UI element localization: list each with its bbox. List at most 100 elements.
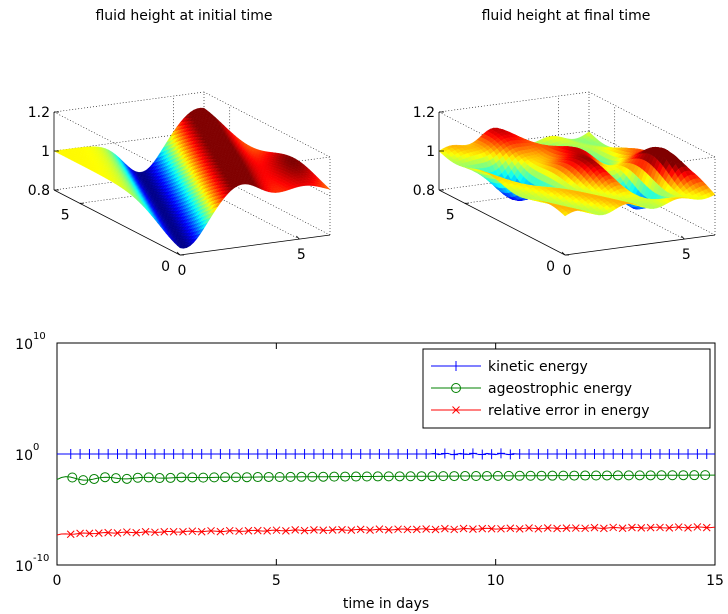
series-marker xyxy=(366,526,374,534)
legend-entry: relative error in energy xyxy=(431,403,650,419)
series-marker xyxy=(534,449,543,459)
series-marker xyxy=(338,525,346,534)
series-marker xyxy=(460,471,471,482)
series-marker xyxy=(496,448,505,459)
energy-y-tick-exponent: 10 xyxy=(33,331,46,342)
legend-entry: kinetic energy xyxy=(431,359,588,375)
series-marker xyxy=(449,471,460,482)
series-marker xyxy=(497,524,505,533)
series-marker xyxy=(515,449,524,459)
series-marker xyxy=(235,527,243,536)
series-0 xyxy=(57,448,715,460)
series-marker xyxy=(634,470,645,481)
series-marker xyxy=(580,470,591,481)
series-marker xyxy=(412,525,421,534)
series-marker xyxy=(478,524,487,533)
series-marker xyxy=(665,449,674,459)
series-marker xyxy=(329,471,340,482)
series-marker xyxy=(487,449,496,460)
series-marker xyxy=(347,526,356,534)
series-marker xyxy=(459,524,468,533)
series-marker xyxy=(122,449,131,459)
series-marker xyxy=(104,449,113,459)
series-line xyxy=(56,474,716,481)
series-marker xyxy=(143,472,154,483)
series-marker xyxy=(337,449,346,459)
series-marker xyxy=(78,475,89,486)
series-marker xyxy=(244,526,253,535)
series-marker xyxy=(85,449,94,459)
series-marker xyxy=(618,524,627,533)
energy-y-tick-label: 10 xyxy=(15,559,33,575)
series-marker xyxy=(403,449,412,459)
series-marker xyxy=(318,471,329,482)
legend-label: kinetic energy xyxy=(488,359,588,375)
series-marker xyxy=(100,472,111,483)
series-marker xyxy=(282,527,290,535)
legend-label: ageostrophic energy xyxy=(488,381,632,397)
series-marker xyxy=(628,523,636,532)
series-marker xyxy=(459,449,468,460)
series-marker xyxy=(216,449,225,459)
series-marker xyxy=(637,524,646,532)
z-tick-label: 1.2 xyxy=(28,105,50,121)
series-marker xyxy=(627,449,636,459)
series-marker xyxy=(225,526,234,535)
energy-y-tick-exponent: 0 xyxy=(33,442,39,453)
y-tick-label: 0 xyxy=(161,259,170,275)
series-marker xyxy=(693,523,702,531)
series-marker xyxy=(285,471,296,482)
series-marker xyxy=(543,524,552,532)
energy-x-tick-label: 15 xyxy=(706,573,724,589)
series-marker xyxy=(169,449,178,459)
series-marker xyxy=(702,449,711,459)
series-marker xyxy=(656,470,667,481)
series-marker xyxy=(601,470,612,481)
series-marker xyxy=(590,523,599,532)
series-1 xyxy=(56,470,716,486)
series-marker xyxy=(244,449,253,459)
series-marker xyxy=(89,473,100,484)
series-marker xyxy=(394,449,403,459)
surface-mesh xyxy=(53,107,331,249)
series-marker xyxy=(150,449,159,459)
series-marker xyxy=(506,524,515,533)
series-marker xyxy=(225,449,234,459)
series-marker xyxy=(198,472,209,483)
series-marker xyxy=(558,470,569,481)
series-marker xyxy=(230,472,241,483)
series-marker xyxy=(132,449,141,459)
series-marker xyxy=(684,524,692,532)
series-marker xyxy=(646,523,655,532)
series-marker xyxy=(405,471,416,482)
series-marker xyxy=(366,449,375,459)
series-marker xyxy=(427,471,438,482)
series-marker xyxy=(319,449,328,459)
series-marker xyxy=(431,448,440,459)
series-marker xyxy=(571,524,580,532)
series-marker xyxy=(469,525,477,534)
series-2 xyxy=(56,523,716,539)
series-marker xyxy=(274,471,285,482)
series-marker xyxy=(525,524,533,532)
series-marker xyxy=(132,528,141,537)
series-marker xyxy=(253,526,262,535)
series-marker xyxy=(478,449,487,460)
series-marker xyxy=(132,472,143,483)
series-marker xyxy=(646,449,655,459)
series-marker xyxy=(235,449,244,459)
series-marker xyxy=(702,523,711,532)
energy-y-tick-label: 10 xyxy=(15,448,33,464)
series-marker xyxy=(113,449,122,459)
series-marker xyxy=(252,472,263,483)
series-marker xyxy=(356,449,365,459)
series-marker xyxy=(141,449,150,459)
series-marker xyxy=(665,523,674,532)
energy-y-tick-label: 10 xyxy=(15,337,33,353)
series-marker xyxy=(637,449,646,459)
series-marker xyxy=(216,527,225,536)
series-marker xyxy=(272,449,281,459)
energy-y-tick-exponent: -10 xyxy=(33,553,49,564)
series-marker xyxy=(674,449,683,459)
